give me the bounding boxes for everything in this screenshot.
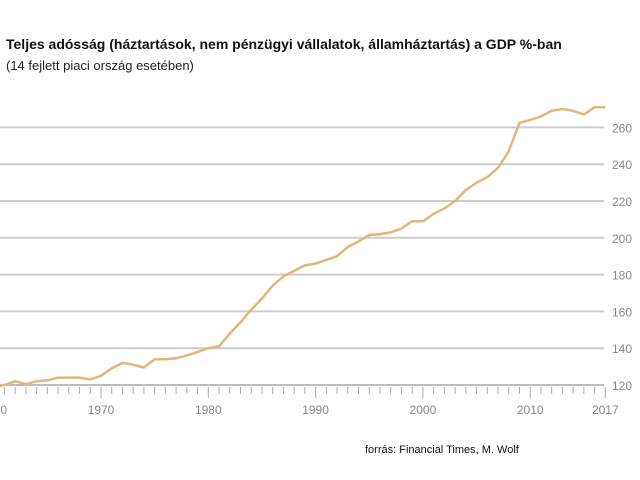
debt-series-line <box>0 105 606 388</box>
x-tick-label: 1970 <box>88 403 115 417</box>
x-tick-label: 2010 <box>517 403 544 417</box>
y-tick-label: 260 <box>612 121 632 135</box>
y-tick-label: 160 <box>612 305 632 319</box>
y-tick-label: 220 <box>612 195 632 209</box>
y-tick-label: 180 <box>612 269 632 283</box>
y-tick-label: 140 <box>612 342 632 356</box>
x-tick-label: 1960 <box>0 403 7 417</box>
y-tick-label: 240 <box>612 158 632 172</box>
chart-subtitle: (14 fejlett piaci ország esetében) <box>6 58 194 73</box>
x-tick-label: 2017 <box>592 403 619 417</box>
source-note: forrás: Financial Times, M. Wolf <box>365 444 519 456</box>
x-tick-label: 2000 <box>410 403 437 417</box>
y-tick-label: 120 <box>612 379 632 393</box>
chart-title: Teljes adósság (háztartások, nem pénzügy… <box>6 36 562 52</box>
x-tick-label: 1980 <box>195 403 222 417</box>
y-tick-label: 200 <box>612 232 632 246</box>
x-tick-label: 1990 <box>302 403 329 417</box>
